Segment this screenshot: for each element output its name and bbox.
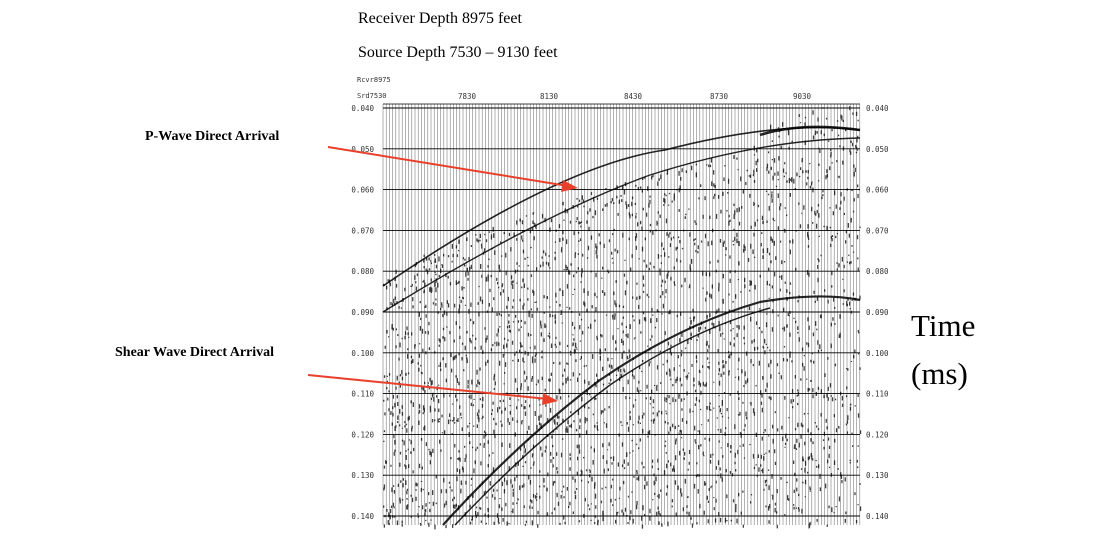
shear-wave-label: Shear Wave Direct Arrival <box>115 345 275 360</box>
trace-noise <box>383 106 862 530</box>
right-time-tick-label: 0.070 <box>866 226 889 235</box>
right-time-tick-label: 0.130 <box>866 471 889 480</box>
time-gridlines <box>383 107 860 517</box>
right-time-tick-label: 0.050 <box>866 145 889 154</box>
receiver-depth-title: Receiver Depth 8975 feet <box>358 10 522 27</box>
right-time-tick-label: 0.110 <box>866 390 889 399</box>
source-axis-label: Srd7530 <box>357 92 387 100</box>
p-wave-event <box>382 126 861 287</box>
source-depth-tick-label: 8130 <box>540 92 559 101</box>
shear-wave-event-secondary <box>454 307 771 526</box>
right-time-tick-label: 0.100 <box>866 349 889 358</box>
shear-wave-arrow-shaft <box>307 374 549 400</box>
source-depth-tick-label: 8430 <box>624 92 643 101</box>
source-depth-tick-label: 8730 <box>710 92 729 101</box>
p-wave-arrow-shaft <box>327 146 569 187</box>
left-time-tick-label: 0.060 <box>351 186 374 195</box>
left-time-tick-label: 0.100 <box>351 349 374 358</box>
left-time-tick-label: 0.040 <box>351 104 374 113</box>
right-time-tick-label: 0.120 <box>866 430 889 439</box>
p-wave-event-cap <box>759 125 861 137</box>
time-axis-units: (ms) <box>911 356 968 391</box>
shear-wave-event <box>442 295 861 526</box>
right-time-tick-label: 0.080 <box>866 267 889 276</box>
left-time-tick-label: 0.110 <box>351 390 374 399</box>
p-wave-label: P-Wave Direct Arrival <box>145 129 280 144</box>
time-axis-title: Time <box>911 308 976 343</box>
left-time-tick-label: 0.090 <box>351 308 374 317</box>
source-depth-tick-label: 9030 <box>793 92 812 101</box>
right-time-tick-label: 0.140 <box>866 512 889 521</box>
receiver-axis-label: Rcvr8975 <box>357 76 391 84</box>
p-wave-arrowhead <box>561 180 578 192</box>
p-wave-event-secondary <box>382 137 861 313</box>
left-time-tick-label: 0.070 <box>351 226 374 235</box>
left-time-tick-label: 0.120 <box>351 430 374 439</box>
arrival-events <box>382 125 861 526</box>
right-time-tick-label: 0.040 <box>866 104 889 113</box>
left-time-tick-label: 0.140 <box>351 512 374 521</box>
left-time-tick-label: 0.050 <box>351 145 374 154</box>
seismic-traces <box>382 103 862 530</box>
right-time-tick-label: 0.060 <box>866 186 889 195</box>
source-depth-tick-label: 7830 <box>458 92 477 101</box>
right-time-tick-label: 0.090 <box>866 308 889 317</box>
axis-ticks: 0.040 0.050 0.060 0.070 0.080 0.090 0.100 0.110… <box>351 92 889 521</box>
trace-lines <box>382 104 861 525</box>
shear-wave-arrowhead <box>542 393 558 405</box>
left-time-tick-label: 0.130 <box>351 471 374 480</box>
annotation-arrows <box>307 146 578 405</box>
source-depth-title: Source Depth 7530 – 9130 feet <box>358 44 558 61</box>
left-time-tick-label: 0.080 <box>351 267 374 276</box>
